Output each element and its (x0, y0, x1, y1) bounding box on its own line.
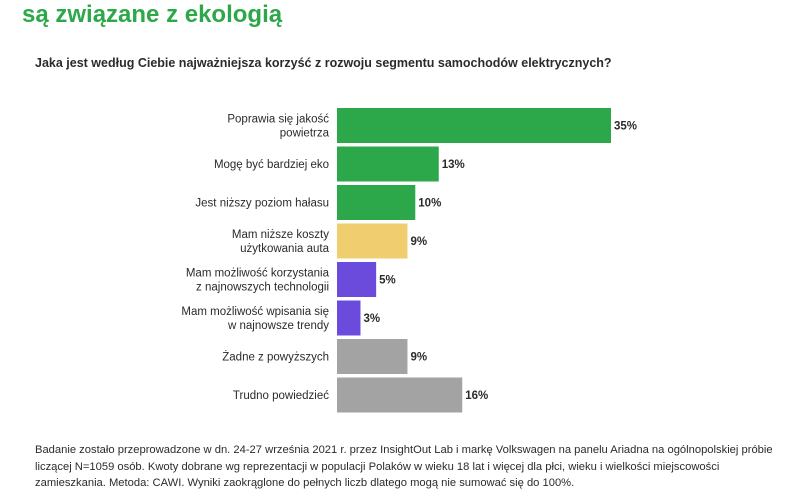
value-label-6: 9% (410, 352, 427, 364)
bar-0 (337, 108, 611, 143)
bar-3 (337, 223, 408, 259)
category-label-0: Poprawia się jakość powietrza (227, 114, 329, 140)
chart-question: Jaka jest według Ciebie najważniejsza ko… (35, 56, 612, 70)
bar-6 (337, 339, 408, 374)
value-label-1: 13% (442, 159, 465, 171)
category-label-7: Trudno powiedzieć (233, 390, 329, 402)
value-label-5: 3% (363, 313, 380, 325)
value-label-4: 5% (379, 275, 396, 287)
value-label-2: 10% (418, 198, 441, 210)
bar-2 (337, 185, 416, 220)
bar-5 (337, 300, 361, 336)
value-label-3: 9% (410, 236, 427, 248)
category-label-2: Jest niższy poziom hałasu (195, 198, 329, 210)
value-label-0: 35% (614, 121, 637, 133)
bar-chart: 35% Poprawia się jakość powietrza 13% Mogę b… (181, 108, 637, 413)
page-title: są związane z ekologią (22, 1, 283, 28)
category-label-3: Mam niższe koszty użytkowania auta (232, 229, 330, 255)
bar-7 (337, 377, 463, 413)
value-label-7: 16% (465, 390, 488, 402)
bar-1 (337, 146, 439, 182)
category-label-6: Żadne z powyższych (222, 351, 329, 364)
category-label-5: Mam możliwość wpisania się w najnowsze tr… (181, 306, 329, 332)
footnote: Badanie zostało przeprowadzone w dn. 24-… (35, 444, 773, 489)
category-label-4: Mam możliwość korzystania z najnowszych t… (186, 268, 330, 294)
bar-4 (337, 262, 377, 297)
category-label-1: Mogę być bardziej eko (214, 159, 329, 171)
